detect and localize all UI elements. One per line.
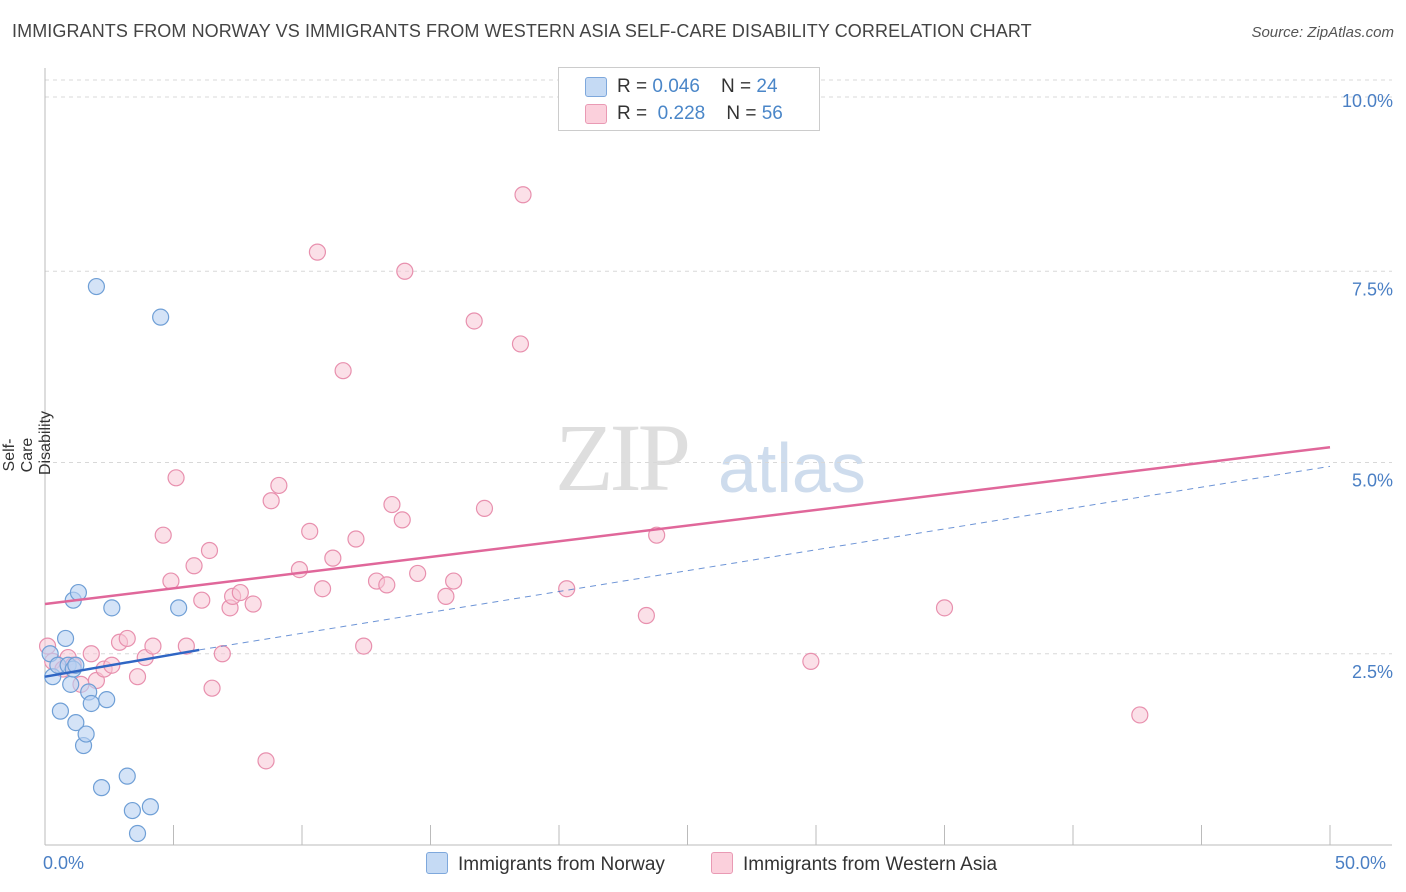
point-norway-24 xyxy=(152,308,170,326)
point-wasia-19 xyxy=(185,557,203,575)
point-wasia-43 xyxy=(396,262,414,280)
point-wasia-38 xyxy=(355,637,373,655)
legend-swatch-wasia xyxy=(711,852,733,874)
point-norway-19 xyxy=(103,599,121,617)
point-wasia-45 xyxy=(437,587,455,605)
point-norway-9 xyxy=(67,656,85,674)
point-wasia-51 xyxy=(558,580,576,598)
point-wasia-52 xyxy=(637,606,655,625)
point-wasia-49 xyxy=(511,335,530,353)
point-norway-16 xyxy=(87,277,106,296)
norway-r-label: R = xyxy=(617,76,653,97)
trendline-norway-extended xyxy=(199,465,1331,651)
point-norway-18 xyxy=(98,691,116,709)
y-axis-label: Self-Care Disability xyxy=(1,410,54,475)
point-wasia-37 xyxy=(347,530,365,548)
point-wasia-16 xyxy=(162,572,180,590)
point-norway-17 xyxy=(92,779,111,797)
point-wasia-15 xyxy=(154,526,172,544)
point-wasia-34 xyxy=(313,580,332,598)
trendline-norway xyxy=(44,648,200,678)
point-wasia-55 xyxy=(935,599,954,617)
point-norway-4 xyxy=(56,629,75,648)
point-wasia-17 xyxy=(167,469,185,487)
point-wasia-27 xyxy=(244,595,262,613)
wasia-n-value: 56 xyxy=(761,103,783,124)
point-wasia-33 xyxy=(308,243,327,261)
wasia-r-value: 0.228 xyxy=(657,103,706,124)
point-wasia-40 xyxy=(378,576,396,594)
chart-source: Source: ZipAtlas.com xyxy=(1251,24,1394,41)
point-wasia-48 xyxy=(475,499,494,517)
correlation-legend: R = 0.046 N = 24 R = 0.228 N = 56 xyxy=(558,67,820,131)
point-wasia-56 xyxy=(1131,706,1149,724)
point-norway-22 xyxy=(128,824,147,843)
point-wasia-54 xyxy=(802,652,820,671)
point-wasia-44 xyxy=(409,564,427,583)
point-wasia-41 xyxy=(383,495,401,514)
point-wasia-21 xyxy=(200,541,219,560)
point-wasia-22 xyxy=(203,679,221,697)
point-wasia-11 xyxy=(118,629,136,648)
point-wasia-26 xyxy=(231,583,249,602)
norway-n-value: 24 xyxy=(756,76,778,97)
point-wasia-12 xyxy=(128,668,147,686)
point-norway-6 xyxy=(62,675,80,693)
y-tick-label-2: 7.5% xyxy=(1352,279,1393,299)
point-wasia-46 xyxy=(445,572,463,590)
y-tick-label-1: 5.0% xyxy=(1352,471,1393,491)
point-wasia-29 xyxy=(262,492,280,510)
point-wasia-14 xyxy=(144,637,162,655)
point-wasia-28 xyxy=(257,752,275,770)
trendline-wasia xyxy=(44,445,1331,606)
point-wasia-32 xyxy=(301,522,319,540)
y-tick-label-3: 10.0% xyxy=(1342,91,1393,111)
point-wasia-35 xyxy=(324,549,342,567)
point-wasia-6 xyxy=(82,645,100,663)
wasia-r-label: R = xyxy=(617,103,653,124)
point-wasia-42 xyxy=(393,511,411,529)
norway-n-label: N = xyxy=(721,76,757,97)
legend-item-norway: Immigrants from Norway xyxy=(426,852,665,876)
norway-r-value: 0.046 xyxy=(652,76,700,97)
legend-swatch-norway xyxy=(426,852,448,874)
point-wasia-50 xyxy=(514,186,532,204)
legend-label-norway: Immigrants from Norway xyxy=(458,854,665,875)
point-wasia-47 xyxy=(465,312,483,330)
x-tick-label-min: 0.0% xyxy=(43,853,85,873)
point-norway-8 xyxy=(67,713,85,732)
point-wasia-18 xyxy=(177,637,195,655)
watermark-zip: ZIP xyxy=(555,404,691,511)
point-norway-23 xyxy=(141,798,159,816)
point-wasia-20 xyxy=(193,591,211,609)
wasia-n-label: N = xyxy=(726,103,762,124)
y-tick-label-0: 2.5% xyxy=(1352,662,1393,682)
point-wasia-31 xyxy=(290,560,309,579)
point-norway-20 xyxy=(118,767,136,785)
point-wasia-36 xyxy=(334,362,352,380)
point-norway-15 xyxy=(82,694,100,713)
wasia-swatch xyxy=(585,104,607,124)
legend-label-wasia: Immigrants from Western Asia xyxy=(743,854,998,875)
point-norway-3 xyxy=(51,702,70,720)
point-norway-13 xyxy=(77,725,95,743)
point-norway-25 xyxy=(170,599,188,617)
point-norway-21 xyxy=(123,801,141,820)
norway-swatch xyxy=(585,77,607,97)
point-wasia-53 xyxy=(648,526,666,544)
point-wasia-30 xyxy=(270,476,288,495)
legend-item-wasia: Immigrants from Western Asia xyxy=(711,852,997,876)
watermark-atlas: atlas xyxy=(718,429,866,507)
chart-title: IMMIGRANTS FROM NORWAY VS IMMIGRANTS FRO… xyxy=(12,21,1032,41)
x-tick-label-max: 50.0% xyxy=(1335,853,1387,873)
point-wasia-23 xyxy=(213,645,231,663)
